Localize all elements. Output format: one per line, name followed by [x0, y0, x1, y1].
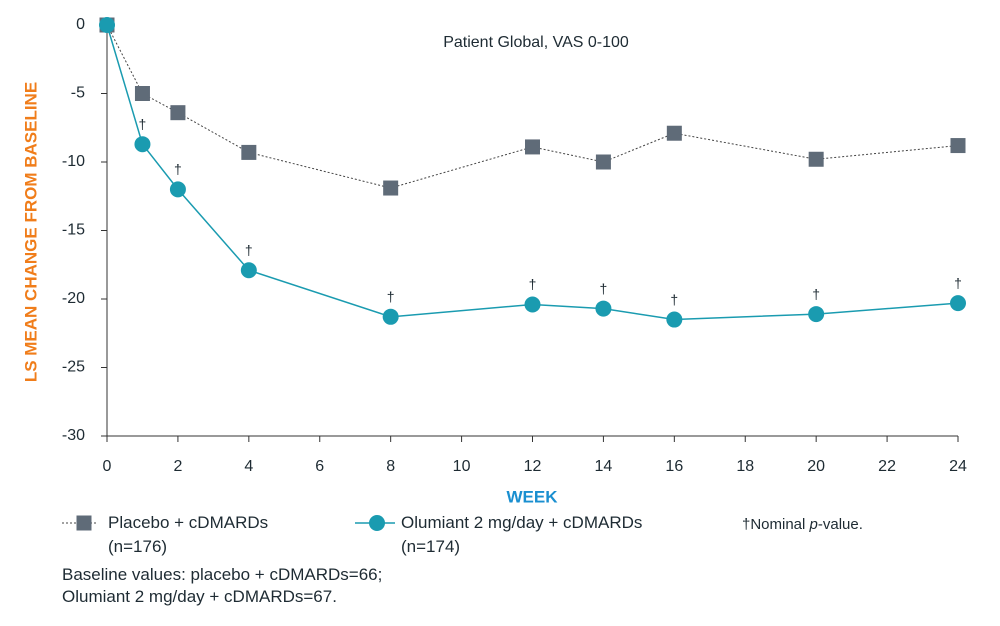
footnote-text: †Nominal — [742, 516, 810, 533]
y-tick-label: -20 — [62, 290, 85, 307]
point-label: † — [245, 242, 253, 258]
data-point — [808, 151, 824, 167]
point-label: † — [600, 280, 608, 296]
footnote-italic: p — [809, 516, 818, 533]
series-line — [106, 24, 959, 189]
data-point — [595, 154, 611, 170]
data-point — [170, 105, 186, 121]
data-point — [134, 136, 151, 153]
legend-marker — [369, 515, 385, 531]
data-point — [950, 138, 966, 154]
data-point — [950, 295, 966, 312]
x-tick-label: 10 — [453, 458, 471, 475]
legend-label: Placebo + cDMARDs (n=176) — [108, 513, 269, 556]
data-point — [666, 311, 683, 328]
data-point — [241, 144, 257, 160]
footnote-text: -value. — [817, 516, 863, 533]
data-point — [134, 86, 150, 101]
data-point — [808, 306, 825, 323]
x-tick-label: 0 — [103, 458, 112, 475]
legend-label: Olumiant 2 mg/day + cDMARDs (n=174) — [401, 513, 643, 556]
y-tick-label: -25 — [62, 359, 85, 376]
data-point — [383, 180, 399, 196]
x-tick-label: 22 — [878, 458, 896, 475]
data-point — [240, 262, 257, 279]
notes: Baseline values: placebo + cDMARDs=66; O… — [62, 564, 382, 608]
footnote: †Nominal p-value. — [742, 513, 863, 537]
x-tick-label: 18 — [736, 458, 754, 475]
point-label: † — [139, 116, 147, 132]
point-label: † — [670, 291, 678, 307]
data-point — [666, 125, 682, 141]
x-tick-label: 6 — [315, 458, 324, 475]
point-label: † — [529, 276, 537, 292]
data-point — [525, 139, 540, 155]
x-tick-label: 12 — [524, 458, 542, 475]
y-tick-label: -10 — [62, 153, 85, 170]
data-point — [595, 300, 612, 317]
data-point — [99, 17, 115, 33]
x-tick-label: 24 — [949, 458, 967, 475]
y-tick-label: -15 — [62, 222, 85, 239]
x-axis-label: WEEK — [507, 487, 559, 506]
x-tick-label: 8 — [386, 458, 395, 475]
y-axis-label: LS MEAN CHANGE FROM BASELINE — [21, 82, 40, 382]
x-tick-label: 14 — [595, 458, 613, 475]
y-tick-label: -30 — [62, 427, 85, 444]
note: Baseline values: placebo + cDMARDs=66; — [62, 565, 383, 584]
point-label: † — [387, 289, 395, 305]
y-tick-label: 0 — [76, 16, 85, 33]
data-point — [524, 296, 541, 313]
y-tick-label: -5 — [71, 85, 85, 102]
note: Olumiant 2 mg/day + cDMARDs=67. — [62, 587, 337, 606]
point-label: † — [174, 161, 182, 177]
x-tick-label: 20 — [807, 458, 825, 475]
legend-marker — [76, 515, 92, 531]
chart-title: Patient Global, VAS 0-100 — [443, 34, 629, 51]
data-point — [382, 308, 399, 325]
series-line — [106, 24, 959, 321]
point-label: † — [954, 275, 962, 291]
point-label: † — [812, 286, 820, 302]
x-tick-label: 16 — [665, 458, 683, 475]
x-tick-label: 2 — [173, 458, 182, 475]
data-point — [169, 181, 186, 198]
x-tick-label: 4 — [244, 458, 253, 475]
